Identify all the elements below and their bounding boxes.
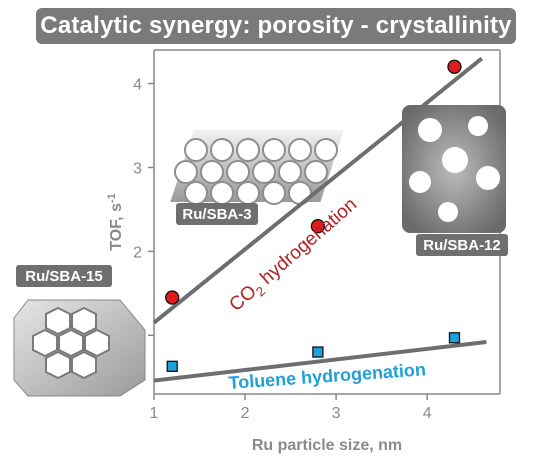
sba15-structure-illustration bbox=[13, 299, 146, 397]
y-tick-label: 3 bbox=[133, 160, 142, 177]
material-tags: Ru/SBA-15 Ru/SBA-3 Ru/SBA-12 bbox=[16, 203, 508, 287]
tag-sba15: Ru/SBA-15 bbox=[25, 268, 103, 285]
trend-line-toluene bbox=[153, 339, 487, 383]
y-tick-label: 4 bbox=[133, 77, 142, 94]
points-co2 bbox=[165, 59, 462, 305]
y-axis-label: TOF, s-1 bbox=[106, 193, 125, 251]
annotation-co2-suffix: hydrogenation bbox=[252, 194, 361, 292]
tag-sba3: Ru/SBA-3 bbox=[182, 206, 251, 223]
x-tick-label: 4 bbox=[423, 405, 432, 422]
series-layer bbox=[152, 56, 487, 383]
co2-data-point bbox=[310, 219, 326, 234]
title-banner: Catalytic synergy: porosity - crystallin… bbox=[36, 8, 516, 44]
x-tick-label: 3 bbox=[332, 405, 341, 422]
y-tick-label: 2 bbox=[133, 244, 142, 261]
x-axis-label: Ru particle size, nm bbox=[252, 437, 402, 454]
co2-data-point bbox=[165, 290, 180, 305]
y-axis-label-sup: -1 bbox=[106, 193, 118, 203]
toluene-data-point bbox=[312, 346, 324, 358]
co2-data-point bbox=[447, 59, 462, 74]
y-axis-label-main: TOF, s bbox=[108, 203, 125, 251]
sba3-structure-illustration bbox=[170, 130, 344, 205]
x-tick-label: 2 bbox=[241, 405, 250, 422]
sba12-structure-illustration bbox=[402, 105, 506, 233]
toluene-data-point bbox=[448, 332, 461, 344]
points-toluene bbox=[166, 332, 461, 372]
annotation-toluene: Toluene hydrogenation bbox=[228, 359, 427, 393]
toluene-data-point bbox=[166, 360, 178, 372]
x-tick-label: 1 bbox=[150, 405, 159, 422]
trend-line-co2 bbox=[152, 56, 484, 325]
tag-sba12: Ru/SBA-12 bbox=[423, 237, 501, 254]
